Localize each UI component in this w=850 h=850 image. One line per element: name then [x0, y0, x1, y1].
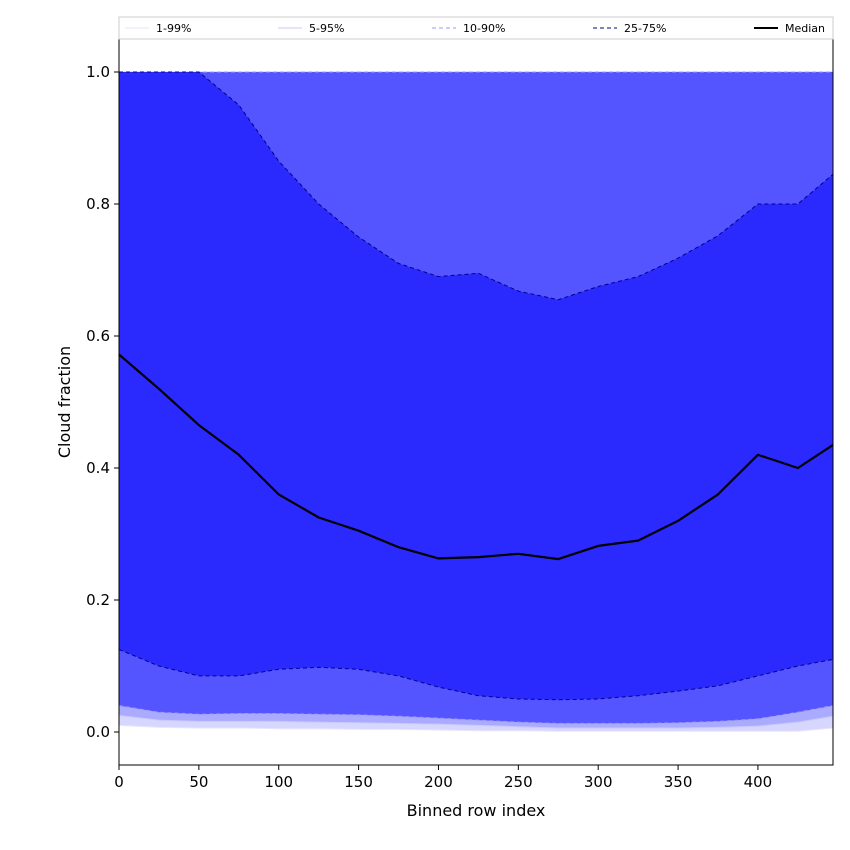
y-tick-label: 0.8 [86, 195, 110, 213]
legend-label-25-75: 25-75% [624, 22, 666, 35]
legend-label-1-99: 1-99% [156, 22, 191, 35]
legend-box [118, 16, 834, 40]
x-tick-label: 350 [664, 773, 693, 791]
x-tick-label: 100 [264, 773, 293, 791]
y-tick-label: 0.2 [86, 591, 110, 609]
y-tick-label: 0.4 [86, 459, 110, 477]
y-tick-label: 0.6 [86, 327, 110, 345]
y-axis: 0.0 0.2 0.4 0.6 0.8 1.0 [86, 63, 119, 741]
legend-label-median: Median [785, 22, 825, 35]
median-layer [118, 353, 834, 561]
band-10-90-lower-line [118, 705, 834, 724]
x-axis-label: Binned row index [407, 801, 546, 820]
x-tick-label: 0 [114, 773, 124, 791]
x-tick-label: 300 [584, 773, 613, 791]
band-5-95-lower-line [118, 715, 834, 729]
band-25-75-lower-line [118, 649, 834, 701]
series-median-line [118, 353, 834, 561]
band-1-99-lower-line [118, 724, 834, 732]
y-axis-label: Cloud fraction [55, 346, 74, 458]
x-tick-label: 400 [744, 773, 773, 791]
y-tick-label: 1.0 [86, 63, 110, 81]
x-tick-label: 150 [344, 773, 373, 791]
y-tick-label: 0.0 [86, 723, 110, 741]
x-tick-label: 250 [504, 773, 533, 791]
x-tick-label: 50 [189, 773, 208, 791]
legend: 1-99% 5-95% 10-90% 25-75% Median [118, 16, 834, 40]
band-25-75 [119, 72, 833, 700]
legend-label-5-95: 5-95% [309, 22, 344, 35]
x-axis: 0 50 100 150 200 250 300 350 400 [114, 765, 772, 791]
bands-layer [118, 71, 834, 732]
x-tick-label: 200 [424, 773, 453, 791]
legend-label-10-90: 10-90% [463, 22, 505, 35]
